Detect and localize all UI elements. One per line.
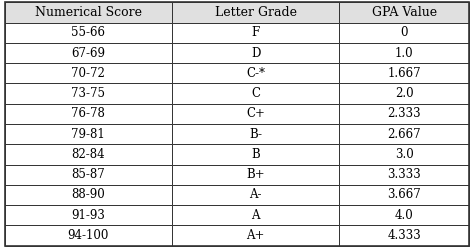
Text: 82-84: 82-84 (72, 148, 105, 161)
Text: 91-93: 91-93 (72, 209, 105, 222)
Bar (339, 225, 469, 246)
Text: 76-78: 76-78 (72, 107, 105, 120)
Bar (339, 205, 469, 225)
Text: 94-100: 94-100 (68, 229, 109, 242)
Bar (172, 2, 339, 23)
Bar (172, 164, 339, 185)
Text: A-: A- (249, 188, 262, 201)
Bar (5, 164, 172, 185)
Bar (5, 43, 172, 63)
Text: 2.0: 2.0 (395, 87, 413, 100)
Bar (172, 225, 339, 246)
Text: C+: C+ (246, 107, 265, 120)
Bar (339, 144, 469, 164)
Text: Numerical Score: Numerical Score (35, 6, 142, 19)
Bar (5, 84, 172, 104)
Text: A+: A+ (246, 229, 265, 242)
Bar (172, 205, 339, 225)
Bar (172, 144, 339, 164)
Bar (339, 63, 469, 84)
Text: 73-75: 73-75 (72, 87, 105, 100)
Text: 0: 0 (401, 26, 408, 39)
Text: 4.0: 4.0 (395, 209, 414, 222)
Bar (5, 185, 172, 205)
Text: 67-69: 67-69 (72, 47, 105, 60)
Bar (172, 23, 339, 43)
Text: 3.667: 3.667 (387, 188, 421, 201)
Bar (339, 104, 469, 124)
Bar (5, 63, 172, 84)
Bar (339, 164, 469, 185)
Bar (5, 225, 172, 246)
Text: 70-72: 70-72 (72, 67, 105, 80)
Text: 4.333: 4.333 (387, 229, 421, 242)
Text: F: F (251, 26, 260, 39)
Bar (5, 104, 172, 124)
Bar (5, 2, 172, 23)
Text: Letter Grade: Letter Grade (215, 6, 297, 19)
Bar (339, 185, 469, 205)
Text: 2.667: 2.667 (387, 128, 421, 141)
Bar (5, 205, 172, 225)
Bar (5, 23, 172, 43)
Text: 1.667: 1.667 (387, 67, 421, 80)
Bar (339, 2, 469, 23)
Text: B-: B- (249, 128, 262, 141)
Bar (339, 23, 469, 43)
Text: 85-87: 85-87 (72, 168, 105, 181)
Text: 3.0: 3.0 (395, 148, 414, 161)
Bar (172, 84, 339, 104)
Text: A: A (251, 209, 260, 222)
Text: 88-90: 88-90 (72, 188, 105, 201)
Text: C-*: C-* (246, 67, 265, 80)
Bar (339, 43, 469, 63)
Bar (172, 43, 339, 63)
Text: D: D (251, 47, 260, 60)
Text: 55-66: 55-66 (72, 26, 105, 39)
Text: 2.333: 2.333 (387, 107, 421, 120)
Bar (172, 185, 339, 205)
Bar (339, 84, 469, 104)
Bar (172, 104, 339, 124)
Text: B: B (251, 148, 260, 161)
Bar (172, 63, 339, 84)
Bar (5, 124, 172, 144)
Text: B+: B+ (246, 168, 265, 181)
Text: GPA Value: GPA Value (372, 6, 437, 19)
Bar (339, 124, 469, 144)
Bar (172, 124, 339, 144)
Text: C: C (251, 87, 260, 100)
Text: 79-81: 79-81 (72, 128, 105, 141)
Text: 1.0: 1.0 (395, 47, 413, 60)
Bar (5, 144, 172, 164)
Text: 3.333: 3.333 (387, 168, 421, 181)
